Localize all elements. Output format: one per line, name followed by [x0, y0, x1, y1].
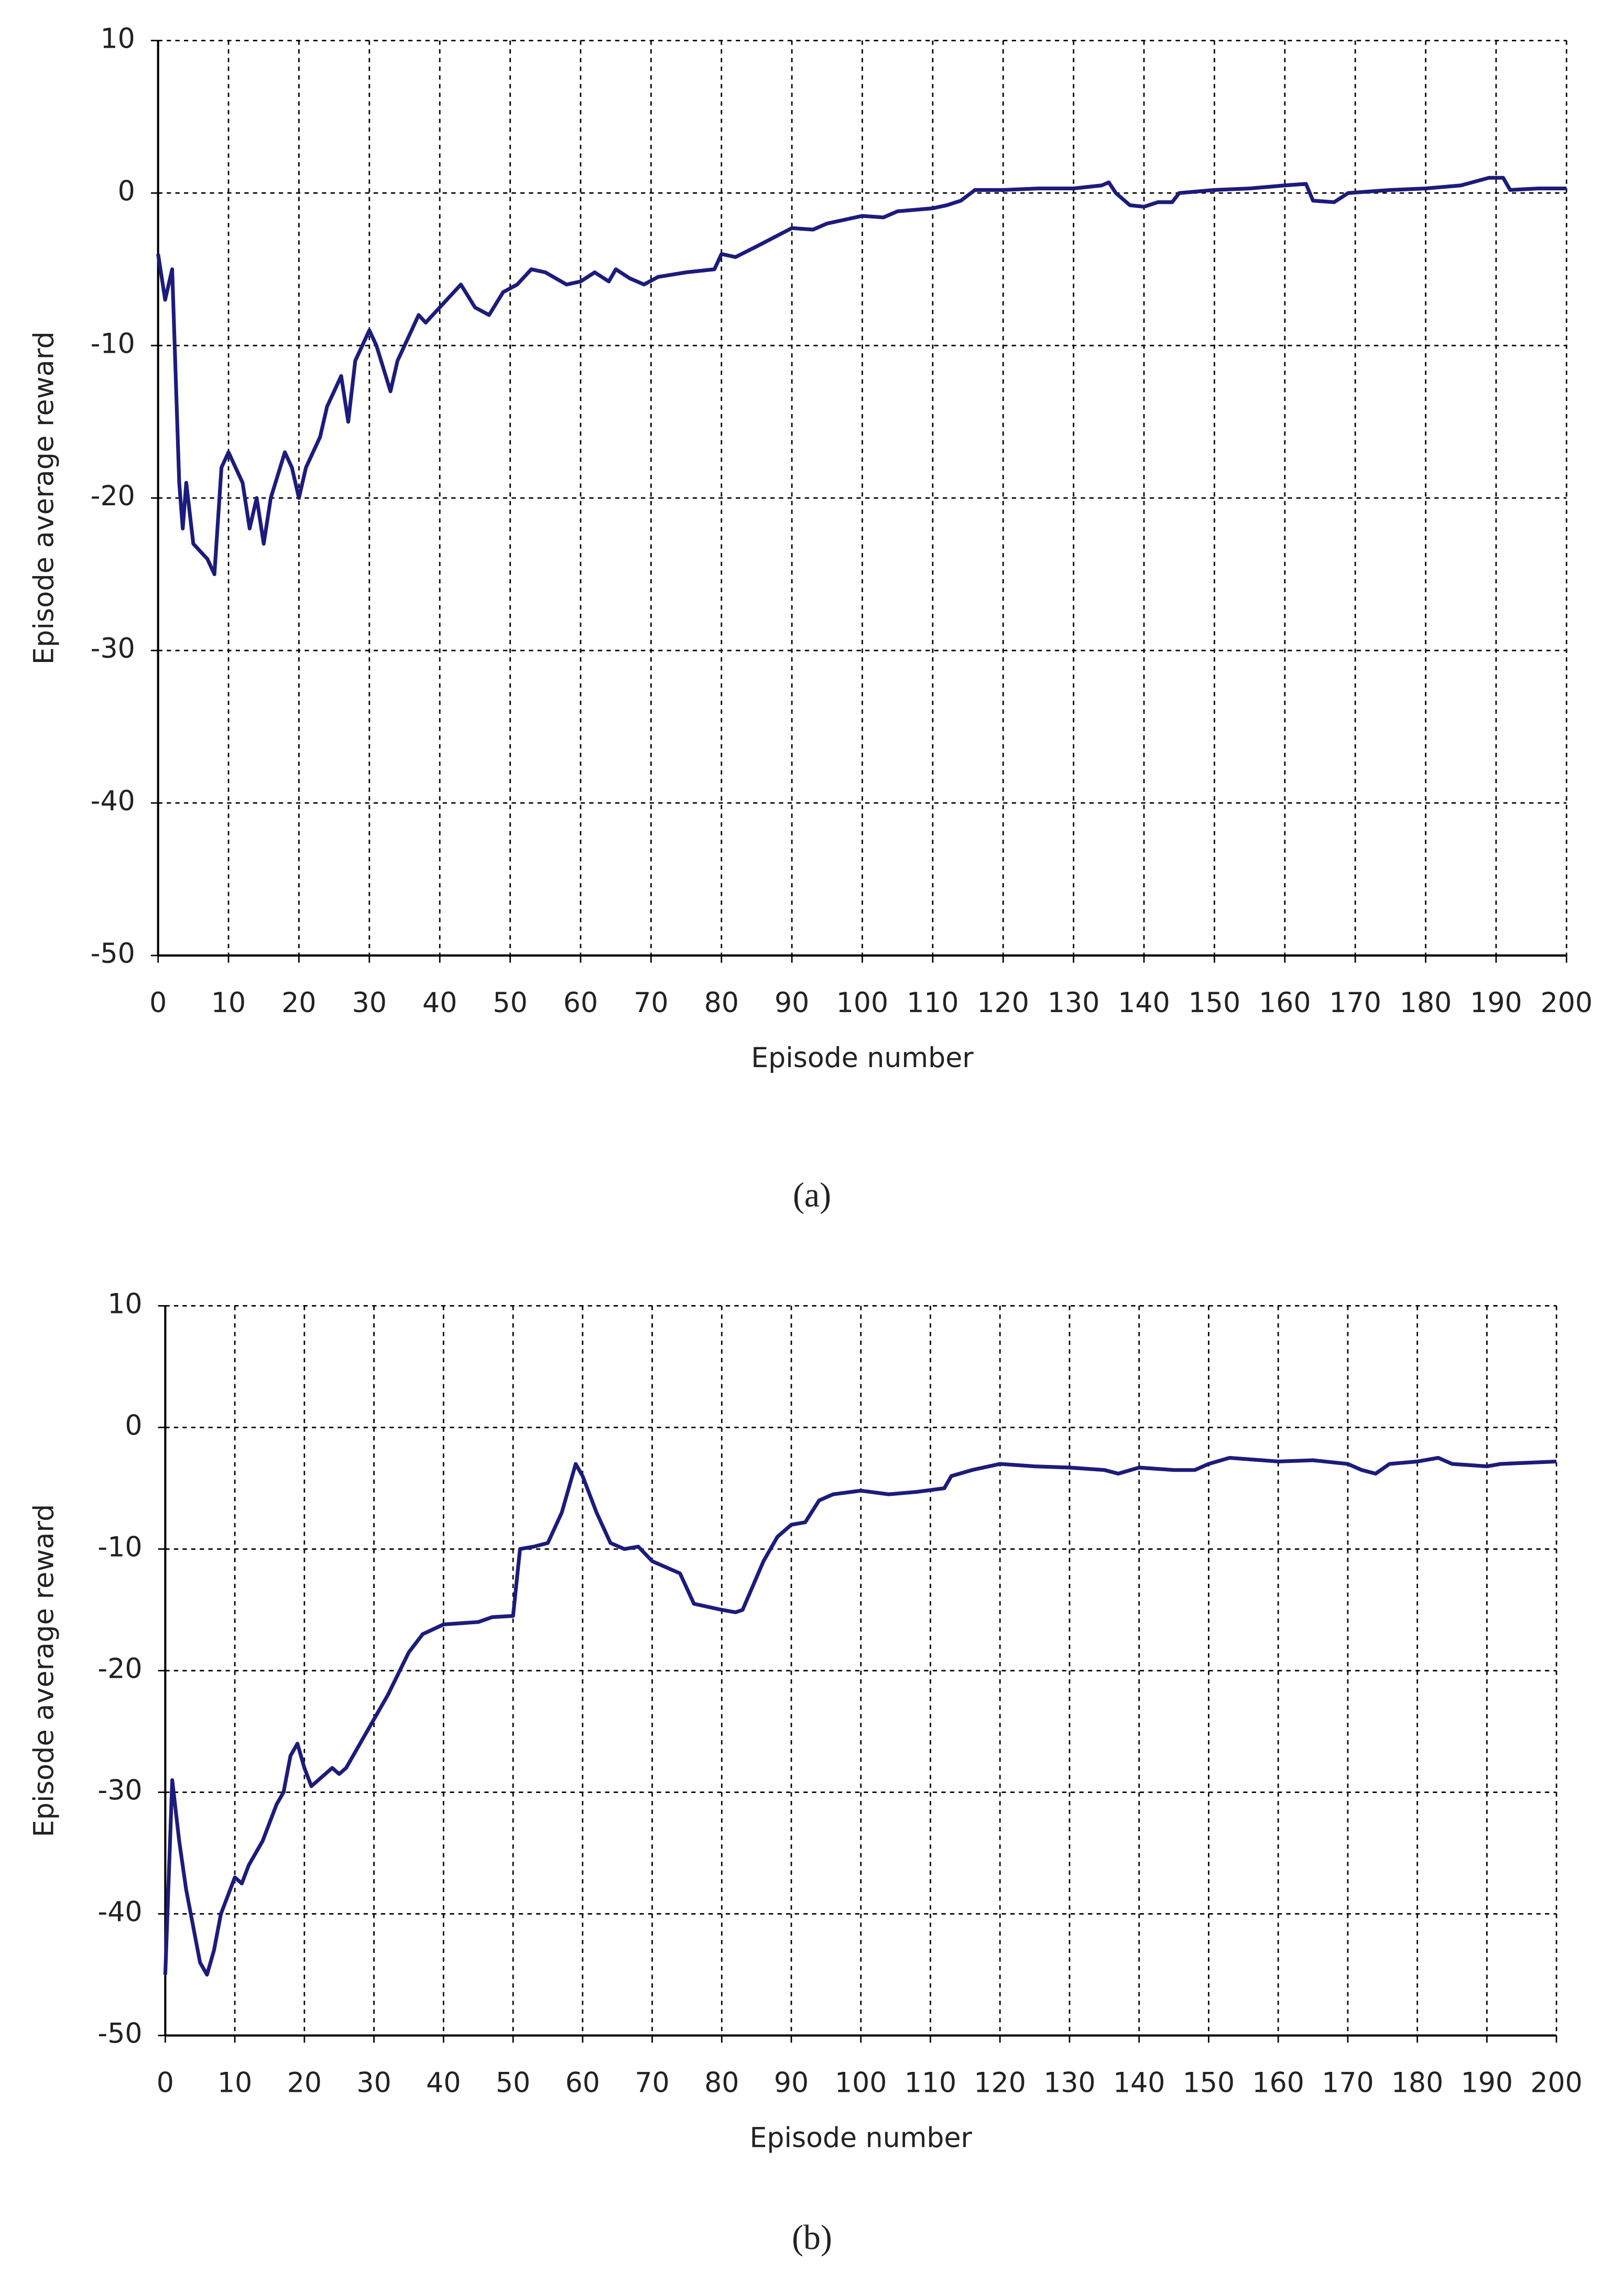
x-tick-label: 170: [1322, 2067, 1374, 2099]
x-tick-label: 70: [635, 2067, 669, 2099]
x-tick-label: 180: [1400, 987, 1452, 1019]
y-axis-label: Episode average reward: [28, 331, 60, 665]
x-tick-label: 20: [287, 2067, 322, 2099]
y-tick-label: -30: [91, 633, 135, 665]
x-tick-label: 40: [426, 2067, 461, 2099]
x-axis-label: Episode number: [751, 1042, 974, 1074]
x-tick-label: 150: [1183, 2067, 1235, 2099]
y-tick-label: 0: [125, 1409, 142, 1441]
x-tick-label: 80: [704, 987, 739, 1019]
y-tick-label: -50: [97, 2017, 142, 2049]
x-tick-label: 110: [907, 987, 958, 1019]
x-tick-label: 110: [904, 2067, 956, 2099]
x-tick-label: 160: [1259, 987, 1311, 1019]
x-tick-label: 140: [1118, 987, 1170, 1019]
x-tick-label: 40: [422, 987, 457, 1019]
y-tick-label: 0: [118, 175, 135, 207]
x-tick-label: 100: [836, 987, 888, 1019]
y-tick-label: -40: [91, 785, 135, 817]
y-tick-label: -10: [97, 1531, 142, 1563]
x-tick-label: 180: [1391, 2067, 1443, 2099]
y-tick-label: -20: [97, 1653, 142, 1685]
x-axis-label: Episode number: [750, 2122, 973, 2154]
x-tick-label: 90: [775, 987, 809, 1019]
y-axis-label: Episode average reward: [28, 1504, 60, 1838]
x-tick-label: 50: [493, 987, 527, 1019]
x-tick-label: 130: [1048, 987, 1099, 1019]
x-tick-label: 200: [1530, 2067, 1582, 2099]
y-tick-label: -10: [91, 328, 135, 360]
x-tick-label: 150: [1189, 987, 1240, 1019]
y-tick-label: 10: [107, 1288, 142, 1320]
x-tick-label: 0: [157, 2067, 174, 2099]
x-tick-label: 160: [1252, 2067, 1304, 2099]
x-tick-label: 140: [1113, 2067, 1165, 2099]
data-line: [156, 176, 1567, 577]
y-tick-label: -40: [97, 1896, 142, 1928]
caption: (b): [792, 2219, 832, 2257]
x-tick-label: 30: [356, 2067, 391, 2099]
x-tick-label: 10: [211, 987, 246, 1019]
x-tick-label: 80: [704, 2067, 739, 2099]
x-tick-label: 60: [565, 2067, 600, 2099]
x-tick-label: 170: [1329, 987, 1381, 1019]
x-tick-label: 90: [774, 2067, 809, 2099]
x-tick-label: 100: [835, 2067, 887, 2099]
x-tick-label: 190: [1470, 987, 1522, 1019]
data-line: [163, 1456, 1557, 1977]
x-tick-label: 190: [1461, 2067, 1513, 2099]
x-tick-label: 200: [1541, 987, 1593, 1019]
x-tick-label: 0: [149, 987, 167, 1019]
x-tick-label: 120: [977, 987, 1029, 1019]
caption: (a): [793, 1176, 831, 1214]
x-tick-label: 60: [563, 987, 598, 1019]
y-tick-label: 10: [100, 23, 135, 55]
x-tick-label: 70: [634, 987, 668, 1019]
y-tick-label: -30: [97, 1774, 142, 1806]
y-tick-label: -50: [91, 938, 135, 970]
x-tick-label: 10: [217, 2067, 252, 2099]
x-tick-label: 50: [496, 2067, 530, 2099]
x-tick-label: 30: [352, 987, 387, 1019]
x-tick-label: 120: [974, 2067, 1026, 2099]
x-tick-label: 130: [1043, 2067, 1095, 2099]
x-tick-label: 20: [281, 987, 316, 1019]
y-tick-label: -20: [91, 480, 135, 512]
